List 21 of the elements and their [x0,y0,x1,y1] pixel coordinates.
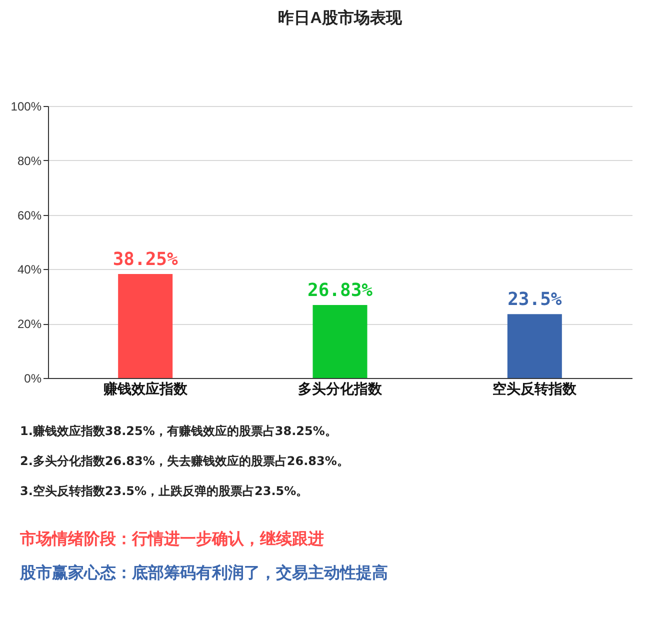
data-label: 23.5% [508,289,562,310]
y-tick-label: 0% [24,372,42,386]
y-tick-label: 60% [17,208,42,222]
chart-title: 昨日A股市场表现 [278,9,403,27]
y-tick-label: 80% [17,154,42,168]
text: 1.赚钱效应指数38.25%，有赚钱效应的股票占38.25%。 [20,423,338,440]
bar [312,305,368,378]
y-tick-label: 100% [10,100,42,114]
bar [507,314,562,378]
text: 3.空头反转指数23.5%，止跌反弹的股票占23.5%。 [20,483,310,500]
text: 2.多头分化指数26.83%，失去赚钱效应的股票占26.83%。 [20,453,350,470]
y-tick-label: 40% [17,262,42,277]
x-tick-label: 赚钱效应指数 [102,380,188,396]
text: 股市赢家心态：底部筹码有利润了，交易主动性提高 [20,562,389,584]
x-tick-label: 多头分化指数 [298,380,383,396]
x-tick-label: 空头反转指数 [492,380,578,396]
bar [118,274,173,378]
y-tick-label: 20% [17,317,42,332]
data-label: 26.83% [307,280,373,302]
text: 市场情绪阶段：行情进一步确认，继续跟进 [20,528,325,550]
data-label: 38.25% [112,248,178,270]
